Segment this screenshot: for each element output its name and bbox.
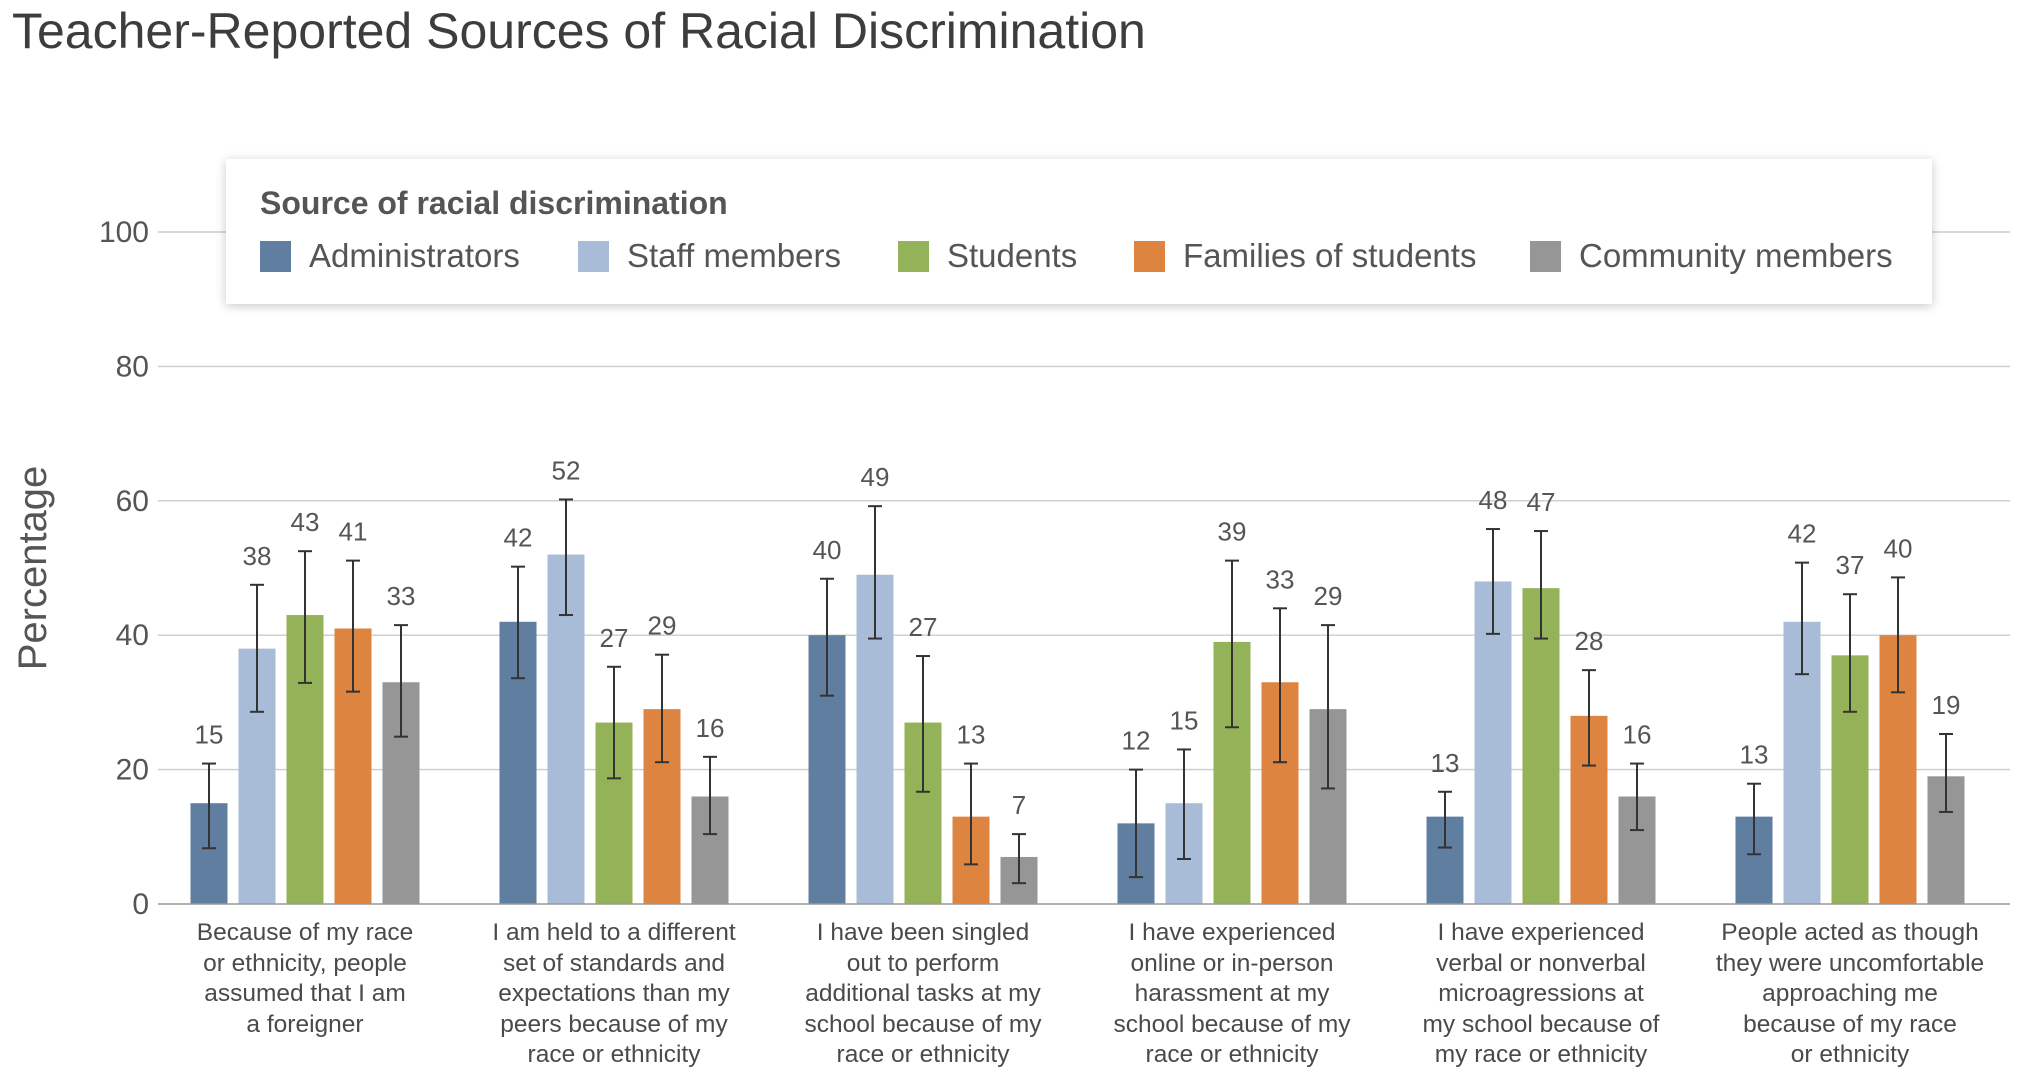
x-category-label-line: verbal or nonverbal xyxy=(1436,949,1646,977)
x-category-label-6: People acted as though they were uncomfor… xyxy=(1715,918,1985,1071)
x-category-label-line: I am held to a different xyxy=(492,919,736,946)
x-category-label-line: microagressions at xyxy=(1438,980,1644,1007)
data-label-families-of-students-1: 41 xyxy=(339,517,368,547)
x-category-label-5: I have experienced verbal or nonverbal mic… xyxy=(1406,918,1676,1071)
x-category-label-3: I have been singled out to perform additio… xyxy=(788,918,1058,1071)
y-axis-label: Percentage xyxy=(11,466,55,671)
data-label-families-of-students-4: 33 xyxy=(1266,564,1295,594)
y-tick-label-20: 20 xyxy=(116,754,149,787)
bar-staff-members-5 xyxy=(1474,581,1512,904)
x-category-label-line: school because of my xyxy=(1113,1010,1351,1038)
data-label-community-members-6: 19 xyxy=(1932,690,1961,720)
data-label-staff-members-3: 49 xyxy=(861,462,890,492)
data-label-administrators-4: 12 xyxy=(1122,726,1151,756)
x-category-label-line: because of my race xyxy=(1743,1010,1957,1038)
x-category-label-line: race or ethnicity xyxy=(527,1041,701,1068)
data-label-staff-members-1: 38 xyxy=(243,541,272,571)
y-tick-label-0: 0 xyxy=(132,888,149,921)
x-category-label-line: my school because of xyxy=(1422,1010,1660,1038)
x-category-label-line: race or ethnicity xyxy=(836,1041,1010,1068)
x-category-label-line: Because of my race xyxy=(196,919,414,946)
x-category-label-line: People acted as though xyxy=(1721,919,1979,946)
x-category-label-line: or ethnicity xyxy=(1790,1041,1910,1068)
legend-label-administrators: Administrators xyxy=(309,237,520,274)
legend-item-administrators: Administrators xyxy=(260,236,520,276)
x-category-label-line: expectations than my xyxy=(498,980,730,1007)
legend: Source of racial discrimination Administ… xyxy=(226,159,1932,304)
data-label-staff-members-6: 42 xyxy=(1788,519,1817,549)
x-category-label-line: they were uncomfortable xyxy=(1715,949,1985,977)
data-label-families-of-students-3: 13 xyxy=(957,720,986,750)
x-category-label-1: Because of my race or ethnicity, people as… xyxy=(170,918,440,1040)
x-category-label-line: I have experienced xyxy=(1437,919,1645,946)
y-tick-label-100: 100 xyxy=(99,216,149,249)
x-category-label-line: I have been singled xyxy=(816,919,1030,946)
data-label-students-5: 47 xyxy=(1527,487,1556,517)
legend-title: Source of racial discrimination xyxy=(260,185,728,221)
data-label-administrators-5: 13 xyxy=(1431,748,1460,778)
data-label-students-6: 37 xyxy=(1836,550,1865,580)
data-label-staff-members-5: 48 xyxy=(1479,485,1508,515)
bar-students-5 xyxy=(1522,588,1560,904)
x-category-label-line: assumed that I am xyxy=(204,980,406,1007)
data-label-administrators-2: 42 xyxy=(504,523,533,553)
x-category-label-line: harassment at my xyxy=(1134,980,1330,1007)
data-label-administrators-1: 15 xyxy=(195,720,224,750)
legend-swatch-community-members xyxy=(1530,240,1561,272)
x-category-label-line: approaching me xyxy=(1762,980,1938,1007)
legend-item-students: Students xyxy=(898,236,1077,276)
data-label-families-of-students-2: 29 xyxy=(648,611,677,641)
x-category-label-line: a foreigner xyxy=(246,1010,364,1038)
data-label-community-members-1: 33 xyxy=(387,581,416,611)
legend-item-community-members: Community members xyxy=(1530,236,1893,276)
x-category-label-line: race or ethnicity xyxy=(1145,1041,1319,1068)
data-label-families-of-students-5: 28 xyxy=(1575,626,1604,656)
chart-title: Teacher-Reported Sources of Racial Discr… xyxy=(12,3,1146,59)
legend-swatch-students xyxy=(898,240,929,272)
data-label-staff-members-2: 52 xyxy=(552,455,581,485)
x-category-label-line: online or in-person xyxy=(1130,949,1334,977)
data-label-community-members-2: 16 xyxy=(696,713,725,743)
data-label-community-members-4: 29 xyxy=(1314,581,1343,611)
x-category-label-line: or ethnicity, people xyxy=(203,949,407,977)
data-label-community-members-3: 7 xyxy=(1012,790,1026,820)
x-category-label-line: out to perform xyxy=(846,949,1000,977)
x-category-label-line: set of standards and xyxy=(502,949,725,977)
y-tick-label-60: 60 xyxy=(116,485,149,518)
x-category-label-2: I am held to a different set of standards… xyxy=(479,918,749,1071)
data-label-community-members-5: 16 xyxy=(1623,720,1652,750)
legend-label-community-members: Community members xyxy=(1579,237,1893,274)
data-label-students-3: 27 xyxy=(909,612,938,642)
legend-swatch-staff-members xyxy=(578,240,609,272)
x-category-label-line: school because of my xyxy=(804,1010,1042,1038)
data-label-families-of-students-6: 40 xyxy=(1884,533,1913,563)
legend-label-students: Students xyxy=(947,237,1078,274)
x-category-label-line: my race or ethnicity xyxy=(1434,1041,1648,1068)
data-label-students-2: 27 xyxy=(600,623,629,653)
x-category-label-line: additional tasks at my xyxy=(805,980,1041,1007)
legend-label-families-of-students: Families of students xyxy=(1183,237,1477,274)
legend-swatch-families-of-students xyxy=(1134,240,1165,272)
legend-item-staff-members: Staff members xyxy=(578,236,841,276)
y-tick-label-40: 40 xyxy=(116,619,149,652)
data-label-students-4: 39 xyxy=(1218,517,1247,547)
x-category-label-line: I have experienced xyxy=(1128,919,1336,946)
legend-item-families-of-students: Families of students xyxy=(1134,236,1476,276)
x-category-label-4: I have experienced online or in-person har… xyxy=(1097,918,1367,1071)
x-category-label-line: peers because of my xyxy=(500,1010,728,1038)
data-label-administrators-3: 40 xyxy=(813,535,842,565)
data-label-staff-members-4: 15 xyxy=(1170,705,1199,735)
legend-label-staff-members: Staff members xyxy=(627,237,841,274)
data-label-administrators-6: 13 xyxy=(1740,740,1769,770)
legend-swatch-administrators xyxy=(260,240,291,272)
data-label-students-1: 43 xyxy=(291,507,320,537)
y-tick-label-80: 80 xyxy=(116,350,149,383)
